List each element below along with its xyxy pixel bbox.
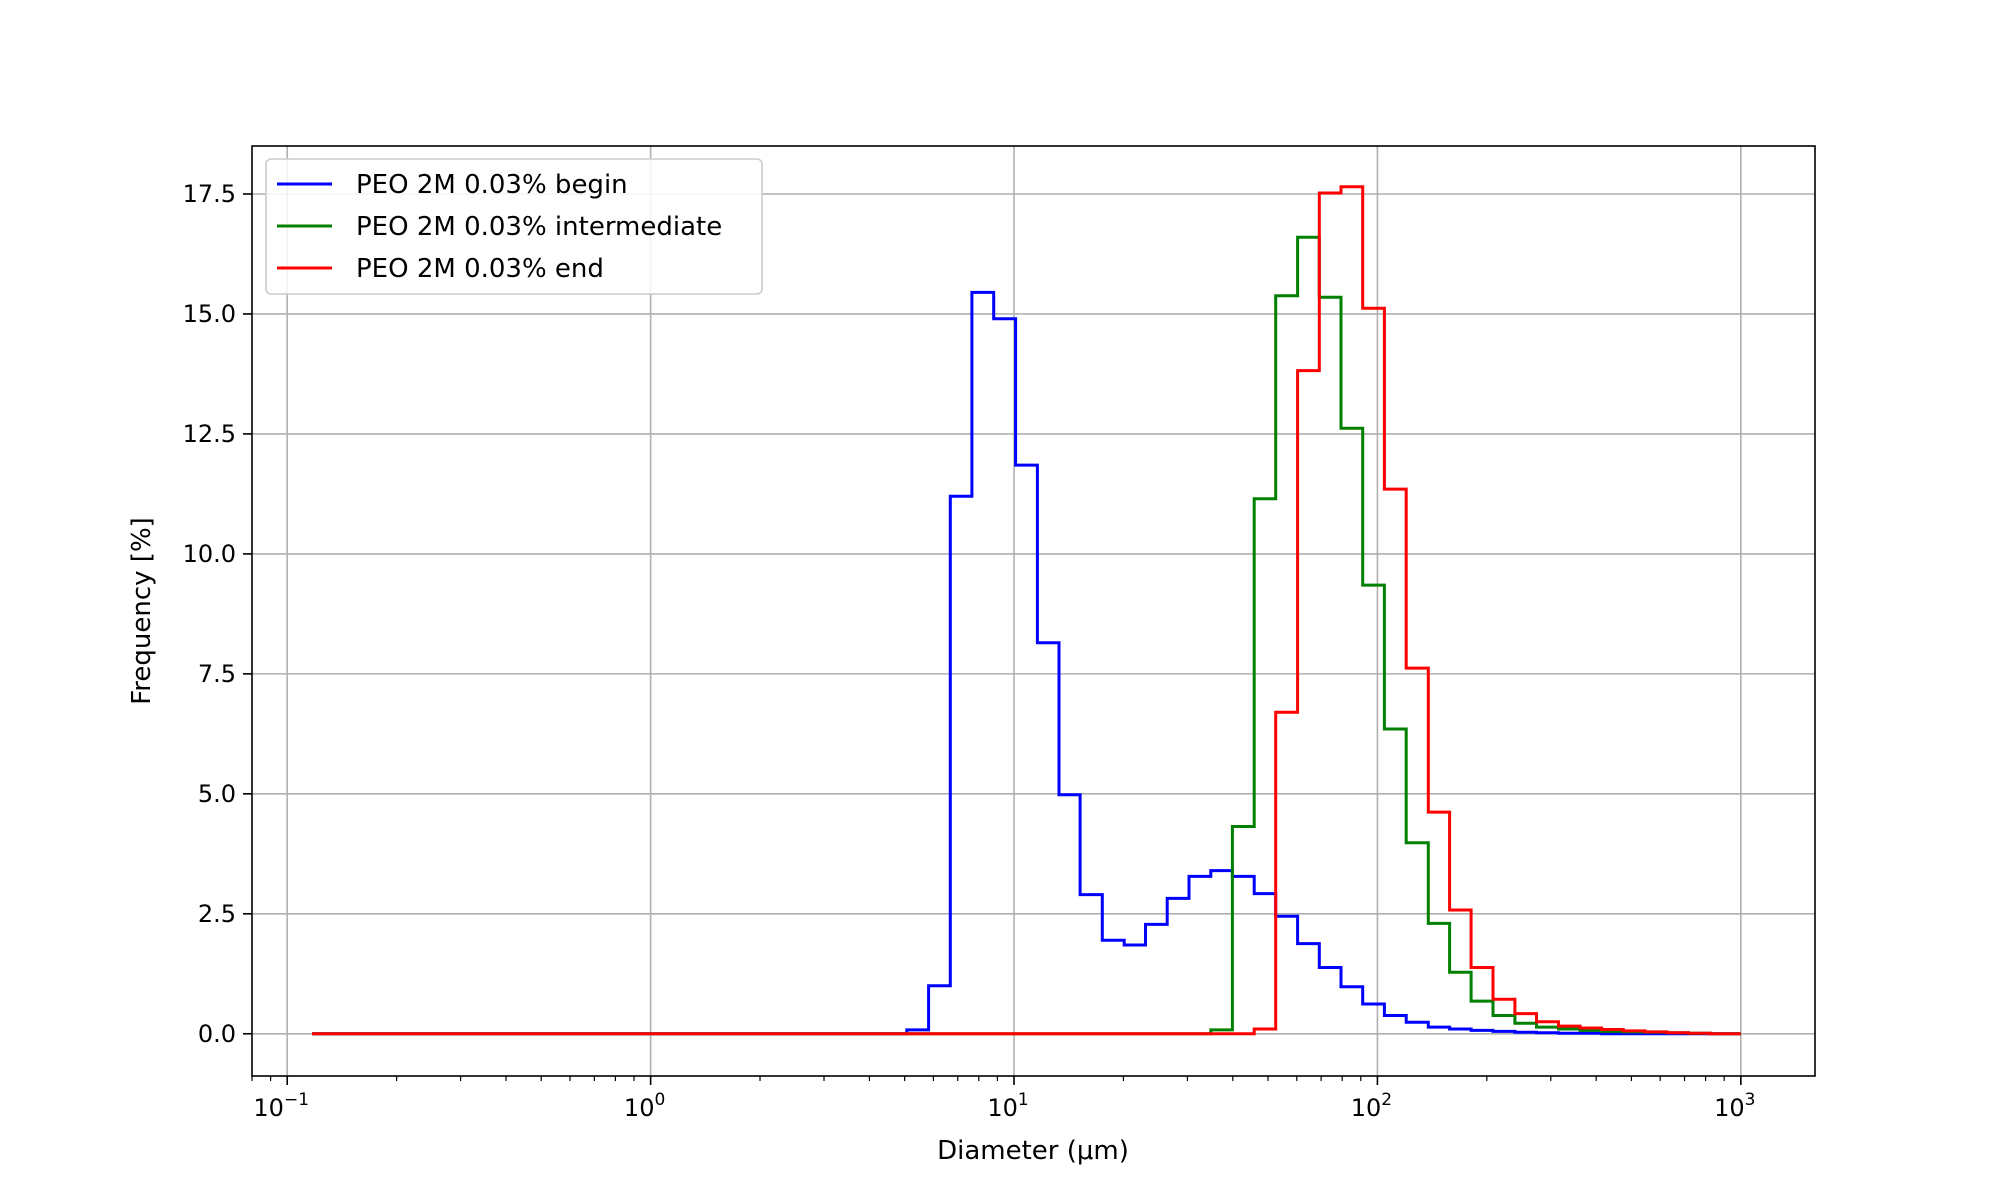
y-tick-label: 10.0: [183, 540, 236, 568]
x-tick-label: 100: [624, 1090, 665, 1122]
legend-frame: [265, 158, 763, 295]
axis-ticks: 10−1 100 101 102 103 0.0 2.5 5.0 7.5 10.0 12.5 15.0…: [183, 180, 1756, 1122]
x-tick-label: 10−1: [253, 1090, 309, 1122]
legend-label: PEO 2M 0.03% end: [356, 254, 604, 284]
y-tick-label: 0.0: [198, 1020, 236, 1048]
plot-frame: [251, 145, 1816, 1077]
y-tick-label: 5.0: [198, 780, 236, 808]
legend: PEO 2M 0.03% begin PEO 2M 0.03% intermedi…: [265, 158, 763, 295]
series-line: [312, 185, 1741, 1036]
legend-label: PEO 2M 0.03% intermediate: [356, 212, 722, 242]
x-tick-label: 101: [987, 1090, 1028, 1122]
series-layer: [312, 185, 1741, 1036]
y-tick-label: 2.5: [198, 900, 236, 928]
plot-area-background: [252, 146, 1815, 1076]
y-tick-label: 17.5: [183, 180, 236, 208]
legend-label: PEO 2M 0.03% begin: [356, 170, 628, 200]
y-tick-label: 15.0: [183, 300, 236, 328]
x-axis-title: Diameter (μm): [937, 1136, 1129, 1166]
x-tick-label: 103: [1714, 1090, 1755, 1122]
y-axis-title: Frequency [%]: [127, 517, 157, 705]
y-tick-label: 12.5: [183, 420, 236, 448]
x-tick-label: 102: [1351, 1090, 1392, 1122]
y-tick-label: 7.5: [198, 660, 236, 688]
